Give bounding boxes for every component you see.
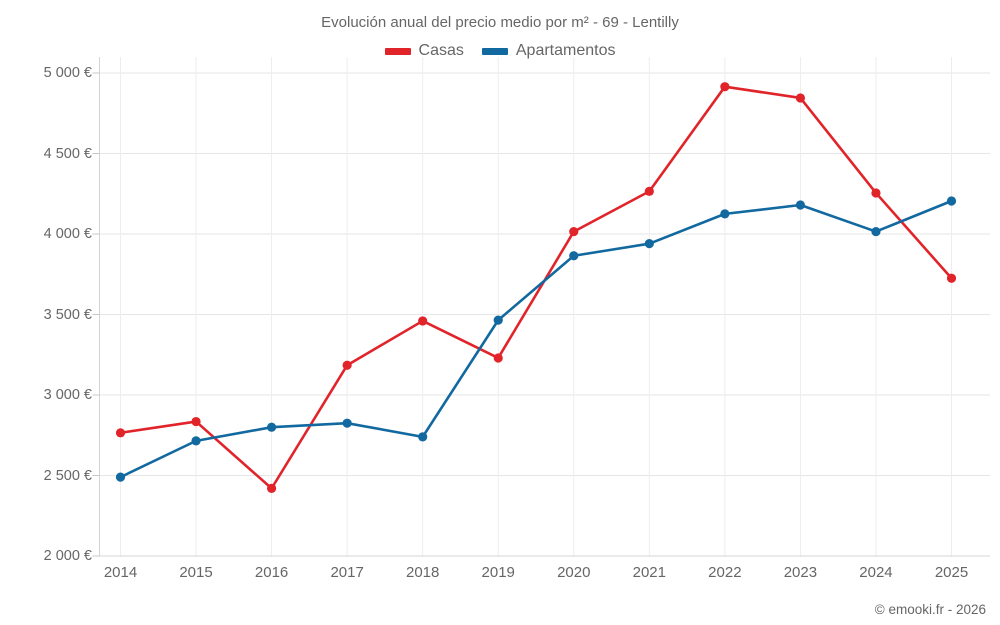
x-axis-tick-label: 2014 (103, 564, 138, 581)
data-point[interactable] (795, 200, 806, 210)
series-line-casas (119, 85, 953, 490)
data-point[interactable] (342, 360, 352, 370)
data-point[interactable] (946, 196, 957, 206)
x-axis-tick-label: 2023 (783, 564, 818, 581)
data-point[interactable] (871, 188, 881, 198)
data-point[interactable] (115, 428, 126, 438)
y-axis-tick-labels: 2 000 € 2 500 € 3 000 € 3 500 € 4 000 € 4 500… (0, 0, 92, 625)
data-point[interactable] (115, 472, 126, 482)
legend-item-casas[interactable]: Casas (384, 42, 464, 60)
x-axis-tick-label: 2022 (708, 564, 742, 581)
data-point[interactable] (418, 316, 428, 326)
data-point[interactable] (191, 416, 201, 427)
x-axis-tick-label: 2020 (557, 564, 591, 581)
credit-text: © emooki.fr - 2026 (874, 602, 986, 617)
x-axis-tick-label: 2018 (405, 564, 440, 581)
x-axis-tick-label: 2025 (934, 564, 969, 581)
data-point[interactable] (720, 209, 730, 219)
data-point[interactable] (266, 422, 277, 432)
y-axis-tick-label: 2 500 € (43, 467, 92, 484)
legend-label-apartamentos: Apartamentos (515, 42, 616, 59)
x-axis-tick-label: 2016 (254, 564, 289, 581)
x-axis-tick-label: 2015 (179, 564, 213, 581)
data-point[interactable] (946, 273, 957, 283)
x-axis-tick-label: 2019 (481, 564, 515, 581)
legend-swatch-apartamentos (481, 47, 508, 55)
data-point[interactable] (191, 436, 201, 446)
data-point[interactable] (493, 353, 503, 363)
series-line-apartamentos (119, 199, 953, 479)
data-point[interactable] (569, 251, 579, 261)
data-point[interactable] (644, 186, 654, 196)
y-axis-tick-label: 3 500 € (43, 306, 92, 323)
y-axis-tick-label: 3 000 € (43, 387, 92, 403)
data-point[interactable] (266, 483, 277, 493)
chart-title: Evolución anual del precio medio por m² … (321, 14, 679, 31)
x-axis-tick-label: 2024 (859, 564, 893, 581)
data-point[interactable] (795, 93, 806, 103)
data-point[interactable] (871, 226, 881, 237)
legend-item-apartamentos[interactable]: Apartamentos (481, 42, 616, 60)
y-axis-tick-label: 4 500 € (43, 145, 92, 162)
legend-label-casas: Casas (418, 42, 464, 59)
y-axis-tick-label: 5 000 € (43, 65, 92, 81)
y-axis-tick-label: 4 000 € (43, 226, 92, 242)
data-point[interactable] (720, 82, 730, 92)
x-axis-tick-label: 2021 (632, 564, 666, 581)
x-axis-tick-label: 2017 (330, 564, 364, 581)
data-point[interactable] (644, 239, 654, 249)
legend-swatch-casas (384, 47, 411, 55)
data-point[interactable] (418, 432, 428, 442)
data-point[interactable] (493, 315, 503, 325)
data-point[interactable] (569, 226, 579, 237)
data-point[interactable] (342, 418, 352, 428)
chart-legend: Casas Apartamentos (0, 42, 1000, 60)
y-axis-tick-label: 2 000 € (43, 548, 92, 564)
